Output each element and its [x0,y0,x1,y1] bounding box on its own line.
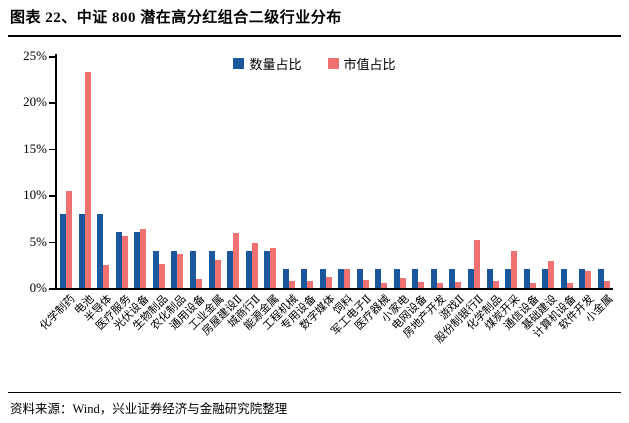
bar-marketcap [158,263,165,288]
legend-label-marketcap: 市值占比 [343,57,396,72]
y-tick-label: 5% [29,233,47,249]
bar-marketcap [66,191,73,288]
bar-quantity [78,213,85,288]
bar-quantity [245,250,252,288]
bar-quantity [579,269,586,288]
bar-marketcap [381,283,388,288]
bar-marketcap [474,239,480,288]
y-tick-label: 25% [23,48,47,63]
legend-swatch-marketcap [327,58,339,69]
bar-quantity [560,269,567,288]
bar-quantity [338,269,345,288]
bar-marketcap [251,243,258,288]
bar-quantity [412,269,419,288]
y-tick [49,241,55,244]
y-axis-line [55,54,57,290]
bar-quantity [227,250,234,288]
bar-marketcap [307,280,314,288]
bar-marketcap [233,233,240,288]
figure-title: 图表 22、中证 800 潜在高分红组合二级行业分布 [10,10,342,26]
y-tick-label: 0% [29,280,47,295]
bar-marketcap [84,71,91,288]
bar-quantity [60,213,67,288]
y-tick [49,102,55,104]
bar-marketcap [418,281,425,288]
bar-quantity [301,269,308,288]
x-category-label: 化学制药 [38,293,78,333]
bar-marketcap [270,248,277,288]
bar-quantity [430,269,437,288]
legend-item-marketcap: 市值占比 [327,54,396,73]
bar-quantity [505,269,512,288]
bar-marketcap [511,250,518,288]
y-tick [49,148,55,151]
bar-marketcap [455,281,462,288]
bar-quantity [375,269,382,288]
legend-item-quantity: 数量占比 [233,54,302,73]
bar-marketcap [214,260,221,288]
y-tick-label: 20% [23,94,47,110]
bar-quantity [542,269,549,288]
y-tick-label: 15% [23,140,47,156]
bar-quantity [523,269,530,288]
bar-quantity [115,232,122,288]
bar-quantity [97,213,104,288]
bar-marketcap [603,280,610,288]
bar-quantity [264,250,271,288]
bar-quantity [356,269,363,288]
bar-quantity [597,269,604,288]
bar-quantity [319,269,326,288]
bar-quantity [486,269,493,288]
bar-marketcap [399,277,406,288]
bar-marketcap [177,253,184,288]
bar-marketcap [344,269,351,288]
bar-marketcap [121,236,128,288]
bar-marketcap [362,279,369,288]
bar-quantity [171,250,178,288]
bar-chart: 数量占比 市值占比 0% 5% 10% 15% 20% 25% 化学制药 电池 半导体 医疗服务光… [0,42,629,390]
chart-legend: 数量占比 市值占比 [0,54,629,73]
bar-marketcap [529,283,536,288]
bar-quantity [190,250,196,288]
bar-quantity [134,232,141,288]
bar-quantity [208,250,215,288]
x-axis-line [55,288,613,290]
bar-marketcap [196,278,202,288]
source-note: 资料来源：Wind，兴业证券经济与金融研究院整理 [10,402,288,416]
bar-quantity [282,269,289,288]
bar-marketcap [548,261,555,288]
bar-marketcap [325,276,332,288]
y-tick [49,56,55,58]
bar-quantity [449,269,456,288]
legend-label-quantity: 数量占比 [249,57,302,72]
y-tick [49,288,55,290]
bar-marketcap [585,271,592,288]
bar-marketcap [436,283,443,288]
bar-marketcap [566,283,573,288]
bar-marketcap [492,280,499,288]
title-divider [8,35,621,37]
footer-divider [8,392,621,393]
bar-quantity [393,269,400,288]
bar-marketcap [140,228,147,288]
bar-marketcap [288,280,295,288]
bar-quantity [152,250,159,288]
y-tick [49,195,55,197]
bar-quantity [468,269,474,288]
legend-swatch-quantity [233,58,245,69]
y-tick-label: 10% [23,187,47,203]
bar-marketcap [103,264,110,288]
